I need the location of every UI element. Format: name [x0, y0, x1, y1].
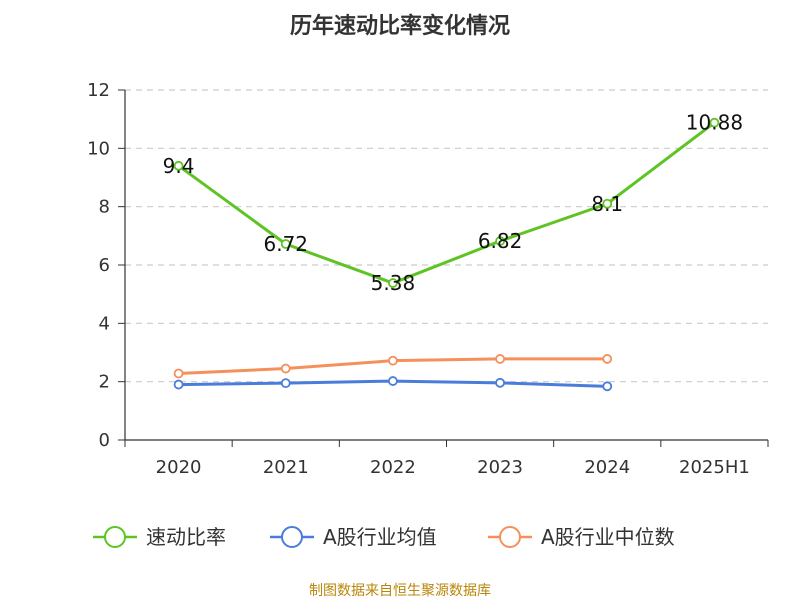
grid-lines: [125, 89, 768, 383]
data-point: [280, 378, 291, 389]
y-tick-label: 4: [99, 313, 110, 334]
data-point: [173, 160, 184, 171]
legend: 速动比率 A股行业均值 A股行业中位数: [93, 525, 675, 549]
legend-marker: [104, 526, 126, 548]
data-point: [709, 117, 720, 128]
legend-marker: [281, 526, 303, 548]
legend-label: 速动比率: [146, 525, 226, 549]
data-label: 6.82: [478, 229, 523, 253]
data-point: [173, 379, 184, 390]
data-point: [388, 278, 398, 288]
axes: 0 2 4 6 8 10 12 2020 2021 2022 2023 2024 2025H1: [87, 80, 769, 478]
data-label: 6.72: [263, 232, 308, 256]
legend-label: A股行业均值: [323, 525, 437, 549]
source-note: 制图数据来自恒生聚源数据库: [309, 583, 491, 599]
legend-marker: [499, 526, 521, 548]
y-tick-label: 2: [99, 372, 110, 393]
x-tick-label: 2021: [263, 457, 309, 478]
data-point: [280, 363, 291, 374]
data-point: [173, 368, 184, 379]
data-label: 10.88: [686, 111, 743, 135]
data-point: [602, 354, 613, 364]
data-labels: 9.4 6.72 5.38 6.82 8.1 10.88: [163, 111, 743, 295]
x-tick-label: 2024: [584, 457, 630, 478]
legend-label: A股行业中位数: [541, 525, 675, 549]
data-label: 9.4: [163, 154, 195, 178]
y-tick-label: 8: [99, 197, 110, 218]
data-point: [388, 376, 398, 386]
data-label: 8.1: [591, 192, 623, 216]
y-tick-label: 12: [87, 80, 110, 101]
x-tick-label: 2022: [370, 457, 416, 478]
data-point: [495, 377, 505, 388]
data-point: [602, 381, 613, 392]
data-points: [173, 117, 720, 392]
data-point: [388, 355, 398, 366]
data-point: [602, 198, 613, 209]
data-point: [495, 236, 505, 246]
series-line: [177, 121, 716, 285]
x-tick-label: 2020: [156, 457, 202, 478]
data-point: [280, 239, 291, 249]
data-label: 5.38: [371, 271, 416, 295]
x-tick-label: 2023: [477, 457, 523, 478]
chart-title: 历年速动比率变化情况: [290, 13, 510, 39]
x-tick-label: 2025H1: [679, 457, 750, 478]
y-tick-label: 10: [87, 138, 110, 159]
data-point: [495, 354, 505, 364]
y-tick-label: 0: [99, 430, 110, 451]
y-tick-label: 6: [99, 255, 110, 276]
series-lines: [177, 121, 716, 388]
